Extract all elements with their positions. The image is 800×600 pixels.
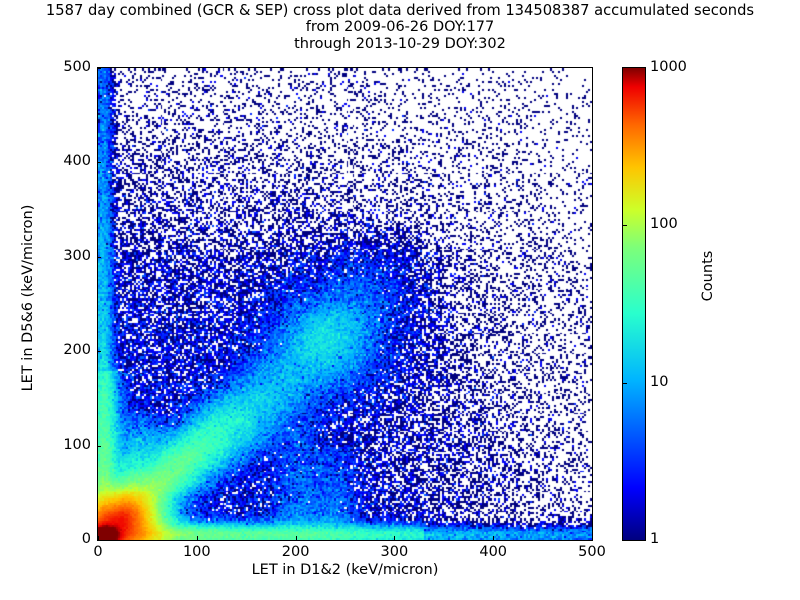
- colorbar-label: Counts: [700, 250, 716, 302]
- y-axis-label: LET in D5&6 (keV/micron): [20, 204, 36, 392]
- y-tick-mark: [97, 162, 101, 164]
- y-tick-label: 0: [81, 531, 91, 547]
- title-line-1: 1587 day combined (GCR & SEP) cross plot…: [45, 2, 755, 19]
- x-tick-mark: [295, 536, 297, 540]
- y-tick-mark: [97, 445, 101, 447]
- colorbar-tick-label: 1: [650, 531, 660, 547]
- x-axis-label: LET in D1&2 (keV/micron): [251, 562, 439, 578]
- x-tick-label: 500: [578, 544, 606, 560]
- x-tick-mark: [196, 536, 198, 540]
- y-tick-label: 400: [63, 153, 91, 170]
- title-line-2: from 2009-06-26 DOY:177: [305, 19, 495, 35]
- x-tick-label: 300: [380, 544, 409, 560]
- title-line-3: through 2013-10-29 DOY:302: [294, 36, 506, 52]
- y-tick-mark: [97, 351, 101, 353]
- y-tick-label: 500: [63, 59, 91, 75]
- y-tick-mark: [97, 256, 101, 258]
- colorbar: [622, 67, 646, 541]
- colorbar-gradient: [622, 67, 646, 541]
- y-tick-label: 100: [63, 436, 91, 453]
- figure-title: 1587 day combined (GCR & SEP) cross plot…: [0, 2, 800, 53]
- colorbar-tick-label: 10: [650, 373, 669, 390]
- plot-axes: [97, 67, 593, 541]
- y-tick-label: 300: [63, 247, 91, 264]
- colorbar-tick-label: 1000: [650, 59, 687, 75]
- x-tick-mark: [493, 536, 495, 540]
- colorbar-tick-mark: [622, 382, 627, 384]
- y-tick-mark: [97, 540, 101, 541]
- x-tick-mark: [394, 536, 396, 540]
- x-tick-label: 100: [182, 544, 211, 560]
- x-tick-label: 400: [479, 544, 508, 560]
- density-heatmap: [98, 68, 592, 540]
- y-tick-mark: [97, 68, 101, 69]
- y-tick-label: 200: [63, 342, 91, 359]
- x-tick-label: 0: [93, 544, 103, 560]
- colorbar-tick-mark: [622, 225, 627, 227]
- colorbar-tick-label: 100: [650, 216, 678, 233]
- x-tick-mark: [98, 536, 99, 540]
- x-tick-mark: [592, 536, 593, 540]
- x-tick-label: 200: [281, 544, 310, 560]
